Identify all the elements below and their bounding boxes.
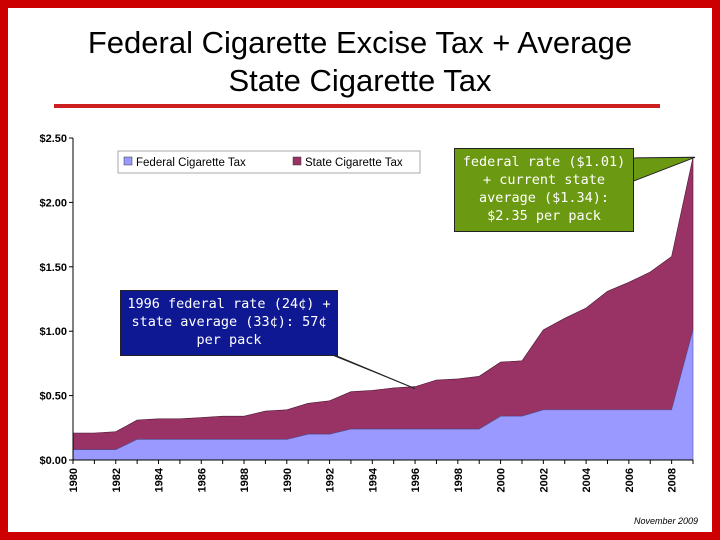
x-tick-label: 2000 xyxy=(496,468,508,492)
stacked-area-chart: $0.00 $0.50 $1.00 $1.50 $2.00 $2.50 1980 1982 19… xyxy=(39,133,696,492)
y-tick-label: $1.50 xyxy=(39,262,67,274)
x-tick-label: 1980 xyxy=(68,468,80,492)
title-line-2: State Cigarette Tax xyxy=(228,63,492,98)
y-tick-label: $0.00 xyxy=(39,455,67,467)
x-tick-label: 1984 xyxy=(154,467,166,492)
x-tick-label: 1998 xyxy=(453,468,465,492)
legend-label-federal: Federal Cigarette Tax xyxy=(136,157,246,169)
callout-2009: federal rate ($1.01) + current state ave… xyxy=(454,148,634,232)
y-tick-label: $2.50 xyxy=(39,133,67,145)
y-tick-label: $2.00 xyxy=(39,197,67,209)
x-tick-label: 1996 xyxy=(410,468,422,492)
x-tick-label: 1992 xyxy=(325,468,337,492)
slide-title: Federal Cigarette Excise Tax + Average S… xyxy=(8,24,712,100)
legend-box xyxy=(117,150,421,174)
callout-1996: 1996 federal rate (24¢) + state average … xyxy=(120,290,338,356)
legend-swatch-state xyxy=(292,156,302,166)
date-stamp: November 2009 xyxy=(633,516,698,526)
x-tick-label: 1986 xyxy=(196,468,208,492)
x-tick-label: 1982 xyxy=(111,468,123,492)
y-tick-label: $0.50 xyxy=(39,391,67,403)
title-line-1: Federal Cigarette Excise Tax + Average xyxy=(87,25,633,60)
x-tick-label: 1994 xyxy=(367,467,379,492)
y-tick-label: $1.00 xyxy=(39,326,67,338)
title-divider xyxy=(54,104,660,108)
x-tick-label: 2008 xyxy=(667,468,679,492)
x-tick-label: 1988 xyxy=(239,468,251,492)
x-tick-label: 2002 xyxy=(538,468,550,492)
x-tick-label: 2006 xyxy=(624,468,636,492)
slide: Federal Cigarette Excise Tax + Average S… xyxy=(8,8,712,532)
x-tick-label: 1990 xyxy=(282,468,294,492)
legend-label-state: State Cigarette Tax xyxy=(305,157,403,169)
x-tick-label: 2004 xyxy=(581,467,593,492)
legend-swatch-federal xyxy=(123,156,133,166)
